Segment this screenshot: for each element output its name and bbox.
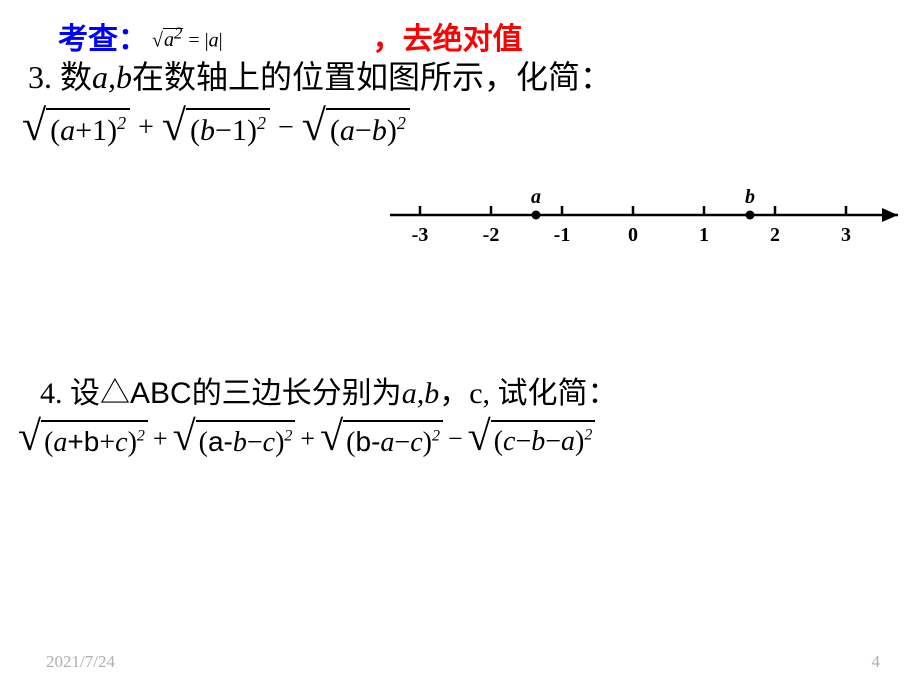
svg-text:a: a [531,186,541,208]
q3-t1: 数 [60,59,92,95]
q4-t2: 的三边长分别为 [192,377,402,410]
q3-num: 3. [28,59,60,95]
op4-1: + [153,420,168,458]
svg-text:-3: -3 [412,224,429,246]
question-4: 4. 设△ABC的三边长分别为a,b，c, 试化简： [40,368,618,412]
rad-3: √ (a−b)2 [302,108,410,149]
svg-text:3: 3 [841,224,851,246]
footer-page: 4 [872,652,881,672]
number-line: -3 -2 -1 0 1 2 3 a b [380,185,908,255]
rad4-2: √ (a-b−c)2 [173,420,296,460]
header-formula: √a2 = |a| [152,24,223,53]
q4-b: b [424,377,439,410]
op-minus-1: − [278,108,294,148]
expression-3: √ (a+1)2 + √ (b−1)2 − √ (a−b)2 [20,108,412,149]
q4-a: a [402,377,417,410]
q4-t1: 设△ [70,377,130,410]
op4-3: − [448,420,463,458]
rad-2: √ (b−1)2 [162,108,270,149]
svg-text:-2: -2 [483,224,500,246]
op4-2: + [300,420,315,458]
q4-c2: ， [439,377,469,410]
q3-a: a [92,59,108,95]
svg-text:b: b [745,186,755,208]
rad4-4: √ (c−b−a)2 [468,420,596,459]
svg-text:2: 2 [770,224,780,246]
rad4-3: √ (b-a−c)2 [320,420,443,460]
svg-text:1: 1 [699,224,709,246]
rad-1: √ (a+1)2 [22,108,130,149]
svg-text:-1: -1 [554,224,571,246]
q4-num: 4. [40,377,70,410]
question-3: 3. 数a,b在数轴上的位置如图所示，化简： [28,52,612,98]
op-plus-1: + [138,108,154,148]
q3-t2: 在数轴上的位置如图所示，化简： [132,59,612,95]
q3-comma: , [108,59,116,95]
footer-date: 2021/7/24 [46,652,115,672]
rad4-1: √ (a+b+c)2 [18,420,148,460]
q4-t3: , 试化简： [483,377,618,410]
q4-abc: ABC [130,377,192,410]
q3-b: b [116,59,132,95]
q4-c: c [469,377,482,410]
expression-4: √ (a+b+c)2 + √ (a-b−c)2 + √ (b-a−c)2 − √… [16,420,597,460]
svg-text:0: 0 [628,224,638,246]
